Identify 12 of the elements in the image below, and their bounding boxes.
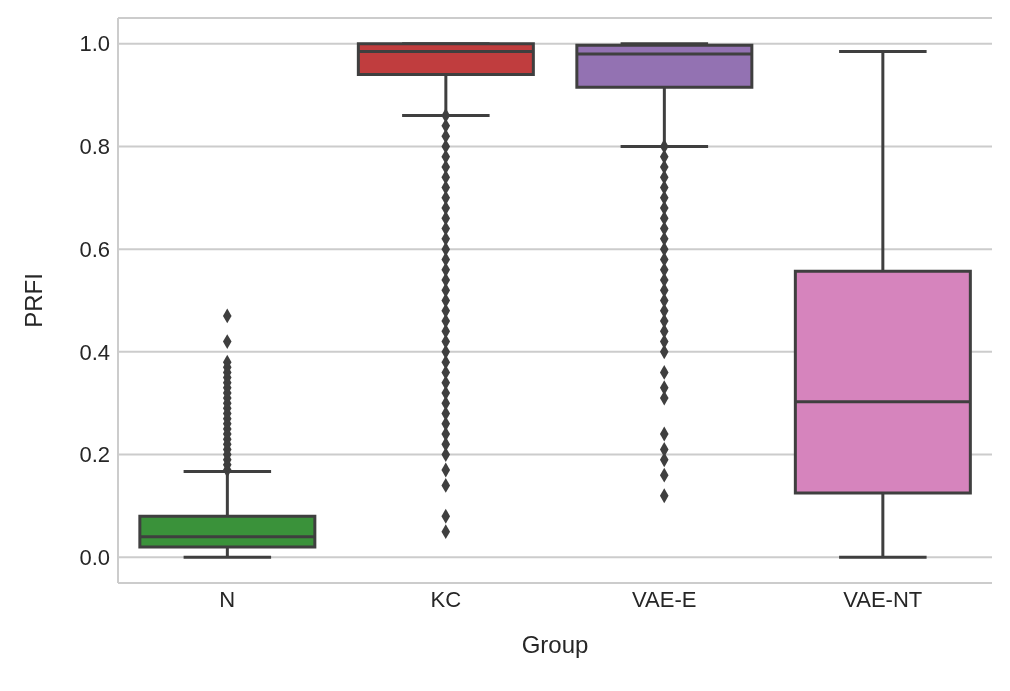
x-tick-label: N <box>219 586 236 612</box>
y-axis-title: PRFI <box>19 273 47 328</box>
x-tick-label: KC <box>430 586 462 612</box>
y-tick-label: 0.0 <box>79 545 110 571</box>
y-tick-label: 0.8 <box>79 134 110 160</box>
x-axis-title: Group <box>521 631 589 658</box>
x-tick-label: VAE-NT <box>843 586 923 612</box>
x-tick-label: VAE-E <box>632 586 697 612</box>
y-tick-label: 0.2 <box>79 442 110 468</box>
y-tick-label: 1.0 <box>79 31 110 57</box>
y-tick-label: 0.6 <box>79 236 110 262</box>
y-tick-label: 0.4 <box>79 339 110 365</box>
